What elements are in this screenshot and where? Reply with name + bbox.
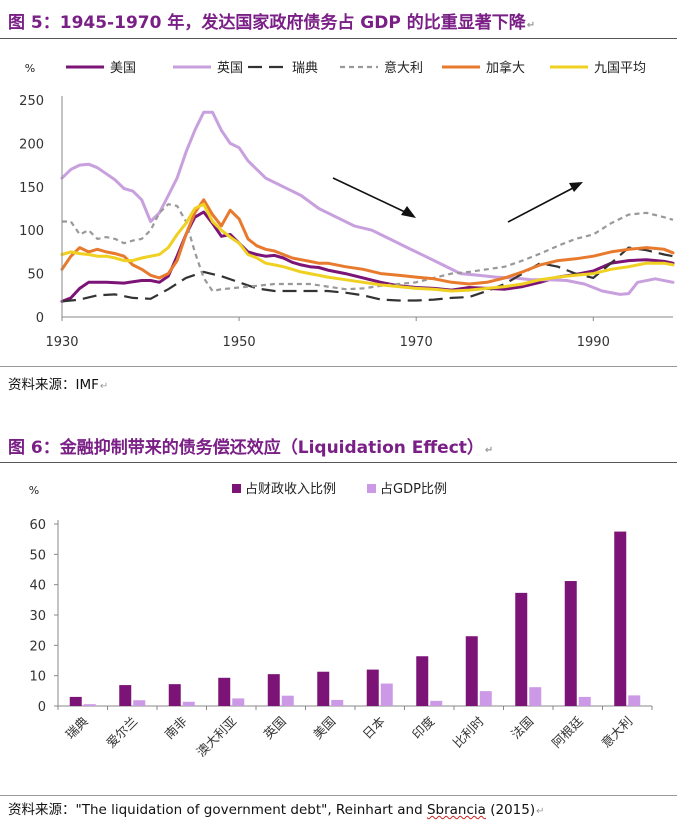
- up-arrow-head-icon: [569, 182, 583, 192]
- y-tick-label: 50: [27, 268, 44, 283]
- trend-arrows: [332, 177, 583, 223]
- bar-南非-占GDP比例: [182, 701, 195, 706]
- legend-label: 美国: [110, 61, 136, 76]
- y-tick-label: 250: [19, 94, 44, 109]
- bar-意大利-占财政收入比例: [614, 531, 627, 706]
- series-line-美国: [60, 210, 675, 303]
- legend-swatch: [232, 484, 241, 493]
- bar-英国-占GDP比例: [281, 695, 294, 706]
- bar-比利时-占GDP比例: [479, 691, 492, 706]
- title-underline: [0, 462, 677, 463]
- y-tick-label: 200: [19, 137, 44, 152]
- liquidation-effect-bar-chart: 占财政收入比例 占GDP比例 % 0 10 20 30 40 50 60 瑞典 爱尔兰 南非 澳大利…: [29, 482, 653, 759]
- bar-爱尔兰-占财政收入比例: [119, 685, 132, 706]
- y-tick-label: 0: [36, 311, 44, 326]
- y-tick-label: 60: [29, 518, 46, 533]
- bar-日本-占GDP比例: [380, 683, 393, 706]
- x-category-label: 日本: [360, 713, 389, 742]
- y-tick-label: 30: [29, 609, 46, 624]
- bar-美国-占GDP比例: [331, 699, 344, 706]
- chart-axes: 0 10 20 30 40 50 60: [29, 518, 653, 715]
- bar-法国-占财政收入比例: [515, 592, 528, 706]
- bar-英国-占财政收入比例: [267, 674, 280, 706]
- figure-5-title: 图 5：1945-1970 年，发达国家政府债务占 GDP 的比重显著下降↵: [8, 13, 536, 33]
- bar-南非-占财政收入比例: [168, 684, 181, 706]
- bar-美国-占财政收入比例: [317, 671, 330, 706]
- bar-日本-占财政收入比例: [366, 669, 379, 706]
- down-arrow-icon: [332, 177, 406, 213]
- paragraph-mark-icon: ↵: [484, 445, 494, 456]
- legend-label: 意大利: [384, 60, 423, 76]
- y-axis-unit-label: %: [25, 62, 35, 75]
- series-line-英国: [60, 110, 675, 296]
- y-tick-label: 0: [38, 700, 46, 715]
- legend-label: 九国平均: [594, 61, 646, 76]
- bar-阿根廷-占GDP比例: [578, 696, 591, 706]
- x-category-label: 瑞典: [63, 714, 91, 742]
- figure-6-title: 图 6：金融抑制带来的债务偿还效应（Liquidation Effect）↵: [8, 438, 494, 458]
- series-line-加拿大: [60, 198, 675, 286]
- section-divider: [0, 795, 677, 796]
- legend-label: 瑞典: [292, 61, 318, 76]
- x-category-label: 英国: [261, 714, 289, 742]
- x-category-label: 爱尔兰: [103, 714, 140, 751]
- bar-印度-占GDP比例: [430, 700, 443, 706]
- legend-swatch: [367, 484, 376, 493]
- bar-series: [69, 531, 641, 706]
- series-line-意大利: [62, 203, 674, 293]
- series-line-九国平均: [60, 202, 675, 293]
- up-arrow-icon: [507, 187, 574, 223]
- bar-瑞典-占财政收入比例: [69, 696, 82, 706]
- y-tick-label: 10: [29, 670, 46, 685]
- bar-意大利-占GDP比例: [628, 695, 641, 706]
- bar-澳大利亚-占GDP比例: [232, 698, 245, 706]
- y-tick-label: 20: [29, 639, 46, 654]
- bar-澳大利亚-占财政收入比例: [218, 677, 231, 706]
- x-category-label: 美国: [310, 714, 338, 742]
- paragraph-mark-icon: ↵: [536, 806, 545, 817]
- bar-印度-占财政收入比例: [416, 656, 429, 706]
- paragraph-mark-icon: ↵: [99, 381, 109, 392]
- x-category-label: 法国: [508, 714, 536, 742]
- legend-label: 英国: [217, 61, 243, 76]
- section-divider: [0, 366, 677, 367]
- bar-法国-占GDP比例: [529, 687, 542, 706]
- legend-label: 加拿大: [486, 60, 525, 76]
- x-tick-label: 1990: [577, 335, 610, 350]
- x-axis-category-labels: 瑞典 爱尔兰 南非 澳大利亚 英国 美国 日本 印度 比利时 法国 阿根廷 意大利: [63, 713, 636, 759]
- x-tick-label: 1930: [45, 335, 78, 350]
- bar-阿根廷-占财政收入比例: [564, 581, 577, 706]
- paragraph-mark-icon: ↵: [526, 20, 536, 31]
- figure-6-source: 资料来源："The liquidation of government debt…: [8, 802, 545, 818]
- x-category-label: 意大利: [598, 714, 635, 751]
- y-axis-unit-label: %: [29, 484, 39, 497]
- down-arrow-head-icon: [401, 206, 416, 218]
- chart-legend: 美国 英国 瑞典 意大利 加拿大 九国平均: [66, 60, 646, 76]
- x-category-label: 澳大利亚: [193, 714, 239, 760]
- legend-label: 占财政收入比例: [245, 482, 336, 497]
- y-tick-label: 100: [19, 224, 44, 239]
- y-tick-label: 150: [19, 181, 44, 196]
- x-category-label: 比利时: [450, 713, 487, 750]
- bar-爱尔兰-占GDP比例: [133, 700, 146, 706]
- title-underline: [0, 38, 677, 39]
- debt-to-gdp-line-chart: 美国 英国 瑞典 意大利 加拿大 九国平均 % 0 50 100 150 200 250 1930 19…: [19, 60, 675, 350]
- x-category-label: 印度: [409, 713, 438, 742]
- y-tick-label: 50: [29, 548, 46, 563]
- x-tick-label: 1970: [400, 335, 433, 350]
- bar-瑞典-占GDP比例: [83, 704, 96, 706]
- x-category-label: 阿根廷: [549, 713, 586, 750]
- y-tick-label: 40: [29, 579, 46, 594]
- chart-axes: 0 50 100 150 200 250 1930 1950 1970 1990: [19, 94, 673, 350]
- figure-5-source: 资料来源：IMF↵: [8, 377, 109, 393]
- bar-比利时-占财政收入比例: [465, 636, 478, 706]
- legend-label: 占GDP比例: [380, 482, 447, 497]
- chart-legend: 占财政收入比例 占GDP比例: [232, 482, 447, 497]
- x-tick-label: 1950: [223, 335, 256, 350]
- x-category-label: 南非: [162, 714, 190, 742]
- series-lines: [60, 110, 675, 303]
